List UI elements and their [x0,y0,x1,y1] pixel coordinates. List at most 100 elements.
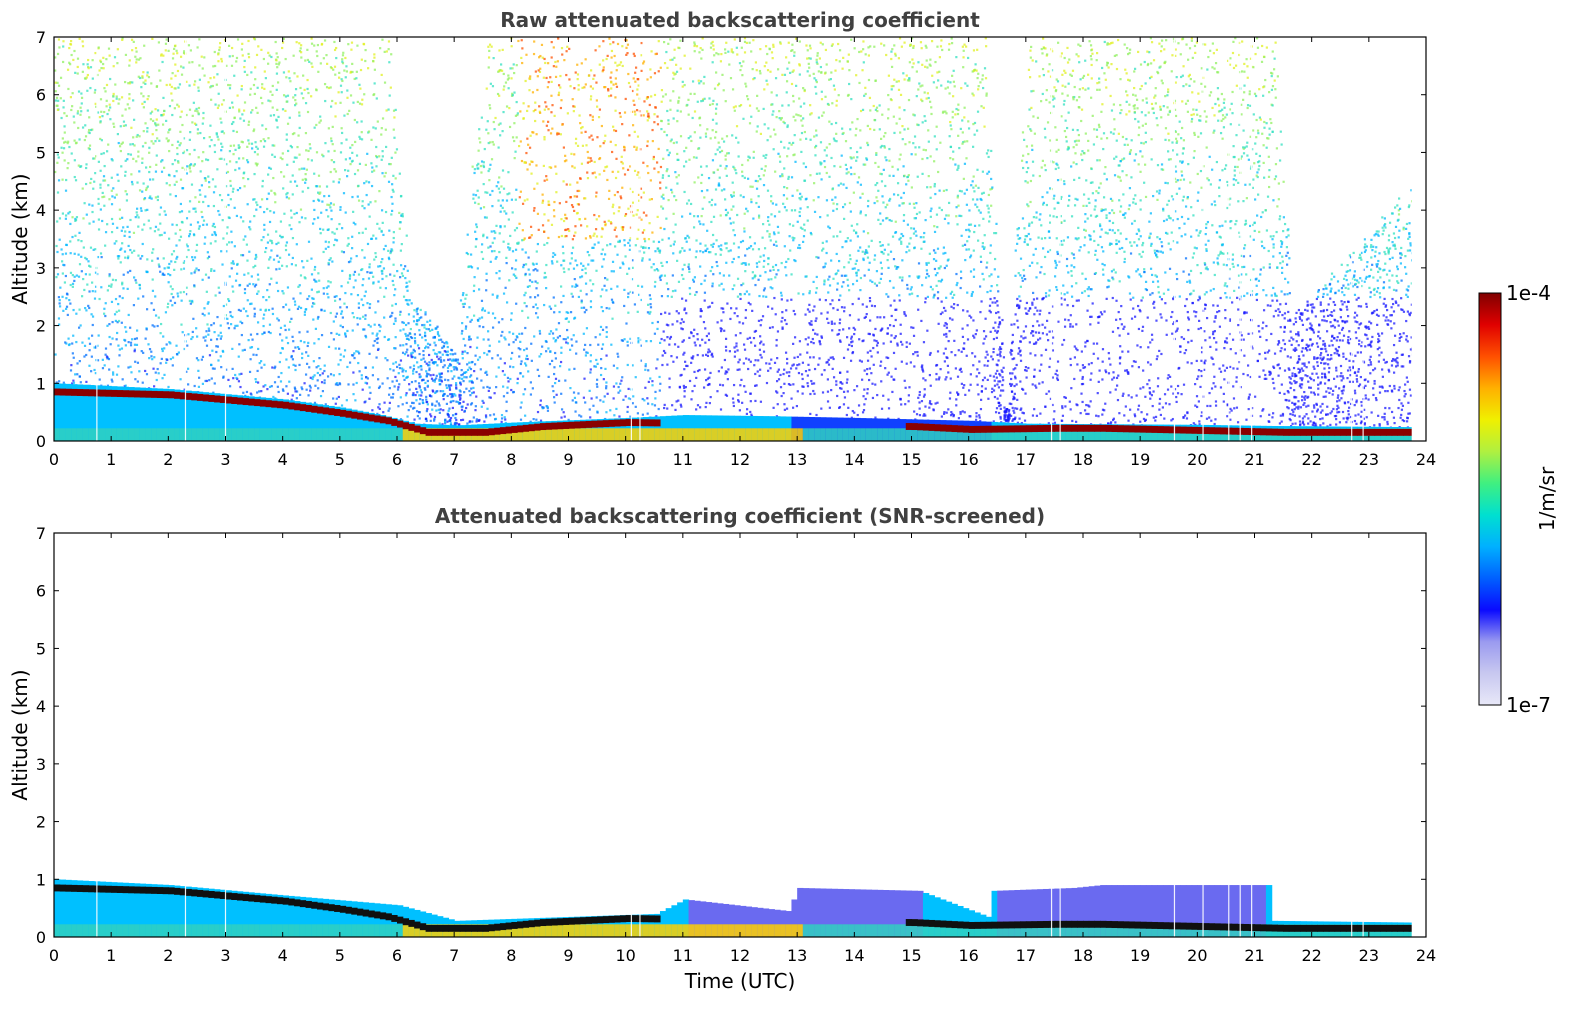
x-tick: 17 [1016,533,1036,965]
x-tick-label: 1 [106,946,116,965]
y-tick-label: 1 [36,374,46,393]
missing-profile-gaps [96,37,1364,441]
y-tick: 1 [36,870,1426,889]
x-tick: 23 [1359,37,1379,469]
x-tick-label: 21 [1244,946,1264,965]
y-tick: 1 [36,374,1426,393]
y-tick: 5 [36,639,1426,658]
no-data-region [1411,533,1426,937]
x-tick-label: 17 [1016,450,1036,469]
y-tick-label: 2 [36,813,46,832]
x-tick: 21 [1244,37,1265,469]
no-data-region [1411,37,1426,441]
x-tick-label: 24 [1416,450,1436,469]
x-tick-label: 21 [1244,450,1264,469]
y-tick-label: 4 [36,697,46,716]
x-tick-label: 2 [163,450,173,469]
x-tick-label: 20 [1187,450,1207,469]
x-tick-label: 8 [506,450,516,469]
x-tick-label: 18 [1073,450,1093,469]
x-tick-label: 7 [449,450,459,469]
y-tick: 2 [36,813,1426,832]
x-tick-label: 22 [1301,946,1321,965]
x-tick: 0 [49,533,59,965]
screened-y-axis-label: Altitude (km) [8,669,32,800]
y-tick: 7 [36,524,1426,543]
x-tick: 6 [392,533,402,965]
y-tick: 7 [36,28,1426,47]
x-tick-label: 6 [392,450,402,469]
screened-panel-title: Attenuated backscattering coefficient (S… [435,504,1045,528]
x-tick: 2 [163,37,173,469]
x-tick: 3 [220,533,231,965]
colorbar: 1e-4 1e-7 1/m/sr [1478,281,1559,717]
x-tick: 1 [106,37,116,469]
x-tick-label: 13 [787,450,807,469]
y-tick-label: 6 [36,86,46,105]
x-tick-label: 19 [1130,946,1150,965]
x-tick: 15 [901,37,922,469]
x-tick-label: 7 [449,946,459,965]
x-tick: 3 [220,37,231,469]
y-tick-label: 2 [36,317,46,336]
x-tick-label: 4 [278,450,288,469]
x-tick: 9 [563,533,574,965]
colorbar-unit-label: 1/m/sr [1535,466,1559,531]
y-tick-label: 5 [36,143,46,162]
x-tick-label: 18 [1073,946,1093,965]
x-tick: 21 [1244,533,1265,965]
x-tick: 20 [1187,533,1208,965]
x-tick-label: 1 [106,450,116,469]
y-tick-label: 6 [36,582,46,601]
screened-plot-frame [53,532,1427,938]
x-tick: 8 [506,37,516,469]
x-tick: 14 [844,37,865,469]
x-tick-label: 14 [844,946,864,965]
screened-x-ticks: 0 1 2 3 4 5 6 7 8 9 10 11 12 13 14 15 16 17 18 19 20 21 22 23 24 [49,533,1436,965]
x-tick: 0 [49,37,59,469]
noise-speckle [54,37,1417,429]
x-tick-label: 0 [49,946,59,965]
x-tick-label: 13 [787,946,807,965]
x-tick: 5 [335,533,345,965]
x-tick: 4 [278,37,288,469]
x-tick-label: 15 [901,946,921,965]
x-tick: 15 [901,533,922,965]
strong-layer [54,884,1416,932]
x-tick: 12 [730,533,750,965]
time-axis-label: Time (UTC) [684,969,796,993]
x-tick-label: 0 [49,450,59,469]
x-tick-label: 23 [1359,946,1379,965]
x-tick: 18 [1073,533,1093,965]
raw-plot-frame [53,36,1427,442]
x-tick-label: 23 [1359,450,1379,469]
x-tick: 10 [615,37,636,469]
x-tick: 4 [278,533,288,965]
x-tick-label: 11 [673,450,693,469]
raw-backscatter-panel: Raw attenuated backscattering coefficien… [8,8,1436,469]
x-tick: 20 [1187,37,1208,469]
y-tick: 0 [36,928,1426,947]
x-tick-label: 19 [1130,450,1150,469]
missing-profile-gaps [96,533,1364,937]
x-tick-label: 16 [958,450,978,469]
x-tick: 23 [1359,533,1379,965]
colorbar-gradient [1478,292,1502,706]
screened-heatmap-area [54,533,1426,937]
y-tick-label: 3 [36,755,46,774]
y-tick: 2 [36,317,1426,336]
x-tick: 7 [449,533,459,965]
x-tick-label: 3 [220,450,230,469]
y-tick-label: 7 [36,524,46,543]
y-tick-label: 0 [36,928,46,947]
x-tick-label: 24 [1416,946,1436,965]
screened-backscatter-panel: Attenuated backscattering coefficient (S… [8,504,1436,993]
x-tick: 19 [1130,37,1150,469]
x-tick-label: 22 [1301,450,1321,469]
x-tick: 24 [1416,533,1436,965]
y-tick: 3 [36,755,1426,774]
x-tick-label: 10 [615,450,635,469]
x-tick-label: 12 [730,946,750,965]
x-tick-label: 8 [506,946,516,965]
